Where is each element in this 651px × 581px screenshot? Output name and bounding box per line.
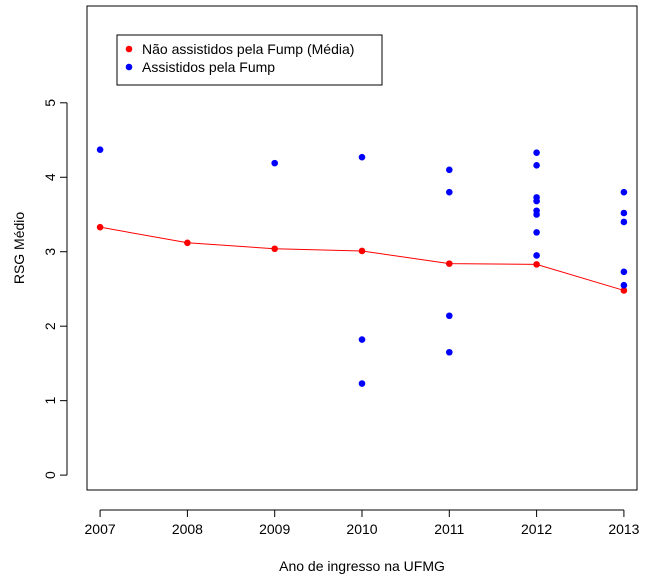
- x-tick-label: 2009: [259, 521, 290, 537]
- series-layer: [96, 146, 628, 387]
- data-point: [620, 188, 628, 196]
- data-point: [271, 159, 278, 167]
- data-point: [533, 229, 540, 236]
- data-point: [446, 348, 453, 356]
- y-tick-label: 5: [42, 99, 58, 107]
- y-tick-label: 2: [42, 322, 58, 330]
- data-point: [533, 261, 540, 268]
- legend-label: Assistidos pela Fump: [142, 59, 275, 75]
- y-tick-label: 4: [42, 173, 58, 181]
- y-axis-title: RSG Médio: [11, 212, 27, 285]
- x-tick-label: 2011: [434, 521, 464, 537]
- data-point: [184, 239, 191, 247]
- series-2: [96, 146, 628, 387]
- data-point: [358, 247, 366, 255]
- data-point: [446, 166, 453, 174]
- data-point: [620, 209, 628, 217]
- data-point: [96, 223, 104, 231]
- data-point: [446, 188, 453, 196]
- data-point: [533, 252, 540, 259]
- data-point: [620, 287, 628, 294]
- plot-frame: [86, 5, 638, 491]
- legend-marker: [125, 63, 133, 71]
- data-point: [620, 281, 628, 289]
- legend-box: [116, 34, 383, 86]
- data-point: [533, 149, 540, 156]
- series-line: [100, 226, 625, 291]
- data-point: [533, 211, 540, 218]
- x-axis: 2007 2008 2009 2010 2011 2012 2013: [85, 509, 640, 537]
- data-point: [358, 380, 366, 387]
- x-tick-label: 2010: [346, 521, 377, 537]
- x-tick-label: 2008: [172, 521, 203, 537]
- x-tick-label: 2007: [85, 521, 116, 537]
- y-tick-label: 1: [42, 397, 58, 405]
- data-point: [533, 162, 540, 169]
- data-point: [446, 260, 453, 267]
- legend-label: Não assistidos pela Fump (Média): [142, 41, 354, 57]
- legend: Não assistidos pela Fump (Média) Assistid…: [116, 34, 383, 86]
- x-axis-title: Ano de ingresso na UFMG: [279, 558, 445, 574]
- data-point: [620, 268, 628, 276]
- data-point: [358, 336, 366, 343]
- data-point: [96, 146, 104, 154]
- legend-marker: [125, 45, 133, 53]
- y-axis: 0 1 2 3 4 5: [42, 99, 68, 479]
- x-tick-label: 2012: [521, 521, 552, 537]
- x-tick-label: 2013: [608, 521, 639, 537]
- y-tick-label: 0: [42, 471, 58, 479]
- data-point: [271, 245, 278, 253]
- data-point: [620, 218, 628, 226]
- y-tick-label: 3: [42, 248, 58, 256]
- data-point: [358, 153, 366, 161]
- data-point: [533, 197, 540, 205]
- data-point: [446, 312, 453, 320]
- series-1: [96, 223, 628, 294]
